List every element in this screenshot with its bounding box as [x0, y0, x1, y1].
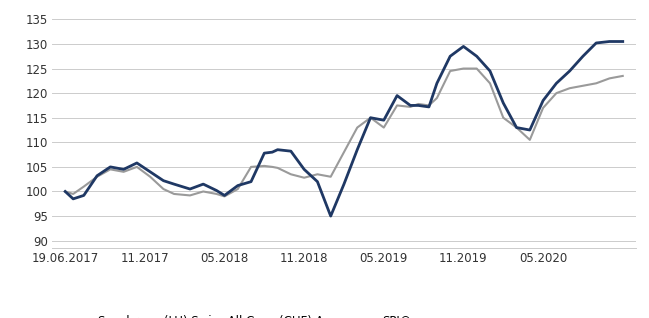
SPI®	[186, 194, 194, 197]
Synchrony (LU) Swiss All Caps (CHF) A	[473, 54, 481, 58]
SPI®	[539, 106, 547, 110]
SPI®	[69, 192, 77, 196]
Synchrony (LU) Swiss All Caps (CHF) A	[513, 126, 520, 129]
SPI®	[459, 67, 467, 71]
Synchrony (LU) Swiss All Caps (CHF) A	[539, 99, 547, 102]
Synchrony (LU) Swiss All Caps (CHF) A	[313, 180, 321, 183]
SPI®	[313, 172, 321, 176]
SPI®	[425, 104, 433, 107]
Synchrony (LU) Swiss All Caps (CHF) A	[199, 182, 207, 186]
SPI®	[353, 126, 361, 129]
SPI®	[160, 187, 167, 191]
Synchrony (LU) Swiss All Caps (CHF) A	[367, 116, 374, 120]
Synchrony (LU) Swiss All Caps (CHF) A	[447, 54, 454, 58]
SPI®	[593, 81, 600, 85]
Synchrony (LU) Swiss All Caps (CHF) A	[61, 190, 69, 193]
Synchrony (LU) Swiss All Caps (CHF) A	[186, 187, 194, 191]
SPI®	[619, 74, 627, 78]
SPI®	[199, 190, 207, 193]
SPI®	[247, 165, 255, 169]
SPI®	[274, 166, 282, 170]
Synchrony (LU) Swiss All Caps (CHF) A	[247, 180, 255, 183]
Synchrony (LU) Swiss All Caps (CHF) A	[552, 81, 560, 85]
SPI®	[106, 168, 114, 171]
Line: SPI®: SPI®	[65, 69, 623, 197]
SPI®	[367, 116, 374, 120]
Synchrony (LU) Swiss All Caps (CHF) A	[415, 104, 422, 107]
Line: Synchrony (LU) Swiss All Caps (CHF) A: Synchrony (LU) Swiss All Caps (CHF) A	[65, 42, 623, 216]
Synchrony (LU) Swiss All Caps (CHF) A	[425, 105, 433, 109]
SPI®	[119, 170, 127, 174]
Synchrony (LU) Swiss All Caps (CHF) A	[274, 148, 282, 152]
Synchrony (LU) Swiss All Caps (CHF) A	[353, 148, 361, 152]
SPI®	[80, 185, 88, 189]
SPI®	[380, 126, 387, 129]
Synchrony (LU) Swiss All Caps (CHF) A	[579, 54, 587, 58]
Synchrony (LU) Swiss All Caps (CHF) A	[221, 194, 228, 197]
SPI®	[566, 86, 574, 90]
Synchrony (LU) Swiss All Caps (CHF) A	[433, 81, 441, 85]
SPI®	[499, 116, 507, 120]
SPI®	[340, 150, 348, 154]
SPI®	[579, 84, 587, 88]
SPI®	[486, 81, 494, 85]
Synchrony (LU) Swiss All Caps (CHF) A	[327, 214, 335, 218]
Synchrony (LU) Swiss All Caps (CHF) A	[69, 197, 77, 201]
Synchrony (LU) Swiss All Caps (CHF) A	[93, 174, 101, 178]
SPI®	[213, 192, 221, 196]
Synchrony (LU) Swiss All Caps (CHF) A	[459, 45, 467, 48]
SPI®	[406, 105, 414, 109]
Synchrony (LU) Swiss All Caps (CHF) A	[300, 168, 308, 171]
SPI®	[221, 195, 228, 198]
Synchrony (LU) Swiss All Caps (CHF) A	[119, 168, 127, 171]
Synchrony (LU) Swiss All Caps (CHF) A	[606, 40, 613, 44]
Synchrony (LU) Swiss All Caps (CHF) A	[160, 179, 167, 183]
SPI®	[433, 96, 441, 100]
Synchrony (LU) Swiss All Caps (CHF) A	[213, 189, 221, 192]
Synchrony (LU) Swiss All Caps (CHF) A	[499, 101, 507, 105]
SPI®	[393, 104, 401, 107]
SPI®	[61, 190, 69, 193]
SPI®	[327, 175, 335, 179]
SPI®	[146, 175, 154, 179]
SPI®	[93, 175, 101, 179]
SPI®	[473, 67, 481, 71]
Synchrony (LU) Swiss All Caps (CHF) A	[133, 161, 141, 165]
Synchrony (LU) Swiss All Caps (CHF) A	[526, 128, 533, 132]
SPI®	[133, 165, 141, 169]
SPI®	[513, 126, 520, 129]
Synchrony (LU) Swiss All Caps (CHF) A	[619, 40, 627, 44]
Synchrony (LU) Swiss All Caps (CHF) A	[486, 69, 494, 73]
SPI®	[234, 187, 241, 191]
SPI®	[269, 165, 276, 169]
SPI®	[170, 192, 178, 196]
Legend: Synchrony (LU) Swiss All Caps (CHF) A, SPI®: Synchrony (LU) Swiss All Caps (CHF) A, S…	[58, 310, 417, 318]
SPI®	[447, 69, 454, 73]
Synchrony (LU) Swiss All Caps (CHF) A	[406, 104, 414, 107]
Synchrony (LU) Swiss All Caps (CHF) A	[170, 182, 178, 186]
SPI®	[287, 172, 295, 176]
Synchrony (LU) Swiss All Caps (CHF) A	[287, 149, 295, 153]
Synchrony (LU) Swiss All Caps (CHF) A	[260, 151, 268, 155]
Synchrony (LU) Swiss All Caps (CHF) A	[269, 150, 276, 154]
SPI®	[606, 76, 613, 80]
Synchrony (LU) Swiss All Caps (CHF) A	[393, 94, 401, 98]
Synchrony (LU) Swiss All Caps (CHF) A	[593, 41, 600, 45]
SPI®	[552, 91, 560, 95]
Synchrony (LU) Swiss All Caps (CHF) A	[340, 182, 348, 186]
SPI®	[260, 164, 268, 168]
SPI®	[300, 176, 308, 180]
Synchrony (LU) Swiss All Caps (CHF) A	[80, 194, 88, 197]
Synchrony (LU) Swiss All Caps (CHF) A	[566, 69, 574, 73]
Synchrony (LU) Swiss All Caps (CHF) A	[234, 184, 241, 188]
Synchrony (LU) Swiss All Caps (CHF) A	[380, 118, 387, 122]
Synchrony (LU) Swiss All Caps (CHF) A	[106, 165, 114, 169]
SPI®	[415, 102, 422, 106]
SPI®	[526, 138, 533, 142]
Synchrony (LU) Swiss All Caps (CHF) A	[146, 170, 154, 174]
